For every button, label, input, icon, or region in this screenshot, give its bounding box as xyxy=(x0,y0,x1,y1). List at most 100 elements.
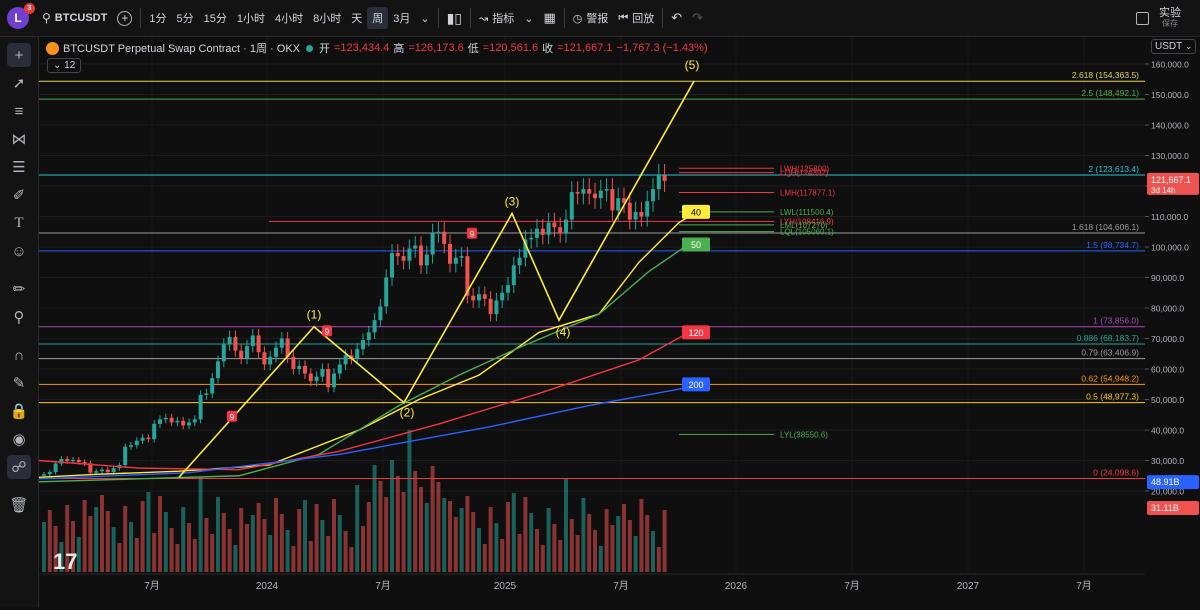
compare-button[interactable]: + xyxy=(112,0,137,36)
volume-bar xyxy=(105,511,110,572)
volume-bar xyxy=(256,503,261,572)
trendline-tool[interactable]: ➚ xyxy=(7,71,31,95)
lock-tool[interactable]: 🔒 xyxy=(7,399,31,423)
fib-level-label: 2.5 (148,492.1) xyxy=(1081,88,1139,98)
emoji-tool[interactable]: ☺ xyxy=(7,239,31,263)
timeframe-15m[interactable]: 15分 xyxy=(203,13,227,25)
candle-body xyxy=(187,422,191,426)
indicators-button[interactable]: ↝ 指标 xyxy=(474,0,519,36)
chevron-down-icon: ⌄ xyxy=(53,60,62,71)
volume-bar xyxy=(453,517,458,572)
candle-body xyxy=(662,175,667,181)
candle-body xyxy=(134,440,139,446)
timeframe-1h[interactable]: 1小时 xyxy=(236,13,265,25)
timeframe-8h[interactable]: 8小时 xyxy=(313,13,342,25)
candle-body xyxy=(442,231,447,244)
volume-bar xyxy=(401,492,406,572)
crosshair-tool[interactable]: + xyxy=(7,43,31,67)
fullscreen-button[interactable] xyxy=(1131,0,1154,36)
visibility-tool[interactable]: ◉ xyxy=(7,427,31,451)
layout-button[interactable]: ▦ xyxy=(538,0,560,36)
indicators-collapse-toggle[interactable]: ⌄ 12 xyxy=(47,58,82,73)
timeframe-4h[interactable]: 4小时 xyxy=(274,13,304,25)
zoom-tool[interactable]: ⚲ xyxy=(7,305,31,329)
timeframe-1w[interactable]: 周 xyxy=(367,7,389,29)
alert-button[interactable]: ◷ 警报 xyxy=(568,0,614,36)
volume-bar xyxy=(314,504,319,572)
open-label: 开 xyxy=(319,43,330,55)
ruler-icon: ✏ xyxy=(12,281,26,298)
brush-tool[interactable]: ✐ xyxy=(7,183,31,207)
volume-bar xyxy=(372,465,377,572)
timeframe-1d[interactable]: 天 xyxy=(351,13,363,25)
pattern-tool[interactable]: ⋈ xyxy=(7,127,31,151)
volume-bar xyxy=(593,530,597,572)
volume-bar xyxy=(494,523,499,572)
volume-bar xyxy=(337,515,342,572)
divider xyxy=(140,8,142,28)
volume-bar xyxy=(53,526,58,572)
volume-bar xyxy=(332,499,336,572)
candle-body xyxy=(169,417,174,423)
user-avatar[interactable]: L 3 xyxy=(7,3,35,29)
draw-mode-tool[interactable]: ✎ xyxy=(7,371,31,395)
candle-body xyxy=(181,420,186,426)
volume-bar xyxy=(546,508,551,572)
price-tick-label: 110,000.0 xyxy=(1151,212,1188,222)
volume-bar xyxy=(285,530,290,572)
horizontal-lines-tool[interactable]: ≡ xyxy=(7,99,31,123)
price-tick-label: 140,000.0 xyxy=(1151,121,1189,131)
volume-bar xyxy=(100,495,104,572)
replay-button[interactable]: ⏮ 回放 xyxy=(613,0,659,36)
timeframe-dropdown[interactable]: ⌄ xyxy=(415,0,434,36)
td-sequential-marker xyxy=(227,410,237,422)
volume-bar xyxy=(436,482,441,572)
square-icon xyxy=(1136,11,1149,25)
crosshair-icon: + xyxy=(14,46,24,64)
redo-button[interactable]: ↷ xyxy=(687,0,708,36)
volume-bar xyxy=(656,547,661,572)
candle-body xyxy=(378,306,383,321)
volume-bar xyxy=(471,512,476,572)
candlesticks xyxy=(42,164,667,479)
notification-badge: 3 xyxy=(24,3,35,14)
price-tick-label: 50,000.0 xyxy=(1151,395,1184,405)
trash-icon: 🗑 xyxy=(9,497,29,514)
candle-body xyxy=(401,256,406,261)
timeframe-5m[interactable]: 5分 xyxy=(176,13,194,25)
price-tick-label: 20,000.0 xyxy=(1151,487,1184,497)
timeframe-3M[interactable]: 3月 xyxy=(393,13,411,25)
level-labels: 2.618 (154,363.5) 2.5 (148,492.1) 2 (123,6… xyxy=(780,70,1139,477)
candle-body xyxy=(593,193,597,199)
fib-tool[interactable]: ☰ xyxy=(7,155,31,179)
volume-bar xyxy=(442,498,447,572)
key-level-label: LWH(125800) xyxy=(780,164,830,173)
delete-tool[interactable]: 🗑 xyxy=(7,493,31,517)
grid-icon: ▦ xyxy=(543,10,556,25)
volume-bar xyxy=(239,508,244,572)
indicator-count: 12 xyxy=(64,60,76,71)
volume-bar xyxy=(390,460,394,572)
candle-body xyxy=(622,198,626,203)
ma-50-line xyxy=(39,243,690,483)
candle-body xyxy=(123,446,128,466)
currency-selector[interactable]: USDT ⌄ xyxy=(1151,39,1197,54)
candle-body xyxy=(372,320,377,333)
td-sequential-label: 9 xyxy=(470,230,475,239)
symbol-search[interactable]: ⚲ BTCUSDT xyxy=(37,0,112,36)
ruler-tool[interactable]: ✏ xyxy=(7,277,31,301)
candle-body xyxy=(430,233,435,255)
candle-body xyxy=(366,332,371,341)
indicator-templates-dropdown[interactable]: ⌄ xyxy=(519,0,538,36)
timeframe-1m[interactable]: 1分 xyxy=(149,13,167,25)
chart-type-button[interactable]: ▮▯ xyxy=(442,0,467,36)
candle-body xyxy=(71,459,75,462)
trade-save-button[interactable]: 实验 保存 xyxy=(1154,0,1186,36)
alarm-clock-icon: ◷ xyxy=(572,12,583,25)
price-axis[interactable]: 160,000.0150,000.0140,000.0130,000.0120,… xyxy=(1145,37,1200,607)
text-tool[interactable]: T xyxy=(7,211,31,235)
magnet-tool[interactable]: ∩ xyxy=(7,343,31,367)
undo-button[interactable]: ↶ xyxy=(666,0,687,36)
link-tool[interactable]: ☍ xyxy=(7,455,31,479)
